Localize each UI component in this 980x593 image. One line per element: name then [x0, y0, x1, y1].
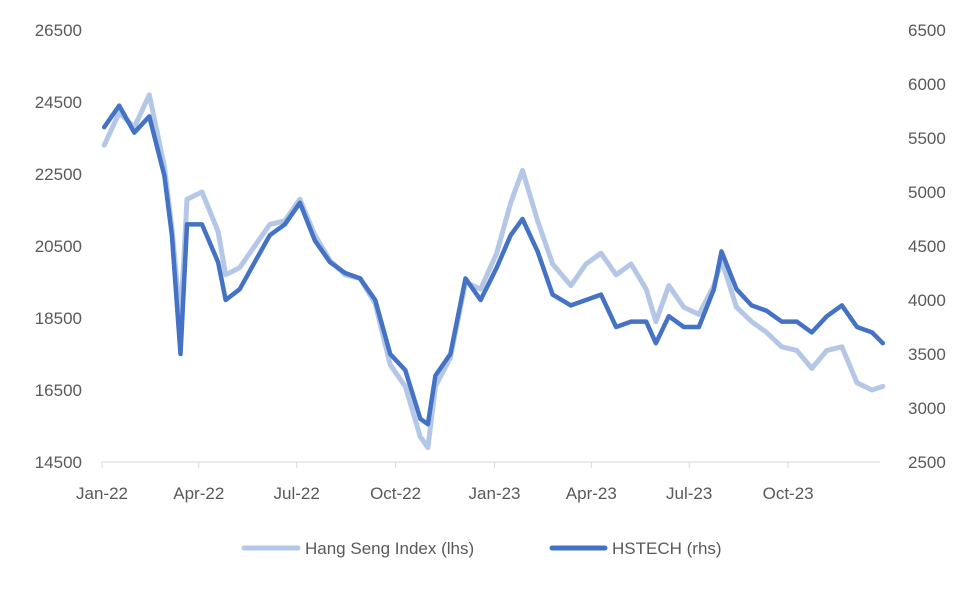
x-axis-tick-label: Oct-23 — [763, 484, 814, 503]
x-axis-tick-label: Jan-22 — [76, 484, 128, 503]
right-axis-tick-label: 5500 — [908, 129, 946, 148]
right-axis-labels: 6500 6000 5500 5000 4500 4000 3500 3000 2500 — [908, 21, 946, 472]
x-axis-tick-label: Oct-22 — [370, 484, 421, 503]
right-axis-tick-label: 6500 — [908, 21, 946, 40]
left-axis-tick-label: 24500 — [35, 93, 82, 112]
left-axis-tick-label: 26500 — [35, 21, 82, 40]
left-axis-tick-label: 20500 — [35, 237, 82, 256]
right-axis-tick-label: 3500 — [908, 345, 946, 364]
x-axis-tick-label: Jan-23 — [469, 484, 521, 503]
series-lines — [104, 95, 883, 448]
right-axis-tick-label: 5000 — [908, 183, 946, 202]
right-axis-tick-label: 2500 — [908, 453, 946, 472]
left-axis-tick-label: 16500 — [35, 381, 82, 400]
left-axis-labels: 26500 24500 22500 20500 18500 16500 14500 — [35, 21, 82, 472]
left-axis-tick-label: 22500 — [35, 165, 82, 184]
right-axis-tick-label: 6000 — [908, 75, 946, 94]
right-axis-tick-label: 3000 — [908, 399, 946, 418]
legend-label-hstech: HSTECH (rhs) — [612, 539, 722, 558]
x-axis-tick-label: Jul-22 — [273, 484, 319, 503]
x-axis-tick-label: Apr-23 — [566, 484, 617, 503]
right-axis-tick-label: 4000 — [908, 291, 946, 310]
left-axis-tick-label: 14500 — [35, 453, 82, 472]
legend-label-hsi: Hang Seng Index (lhs) — [305, 539, 474, 558]
left-axis-tick-label: 18500 — [35, 309, 82, 328]
x-axis-tick-label: Jul-23 — [666, 484, 712, 503]
x-axis-ticks: Jan-22 Apr-22 Jul-22 Oct-22 Jan-23 Apr-23 Jul-… — [76, 462, 814, 503]
legend: Hang Seng Index (lhs) HSTECH (rhs) — [244, 539, 722, 558]
right-axis-tick-label: 4500 — [908, 237, 946, 256]
x-axis-tick-label: Apr-22 — [173, 484, 224, 503]
